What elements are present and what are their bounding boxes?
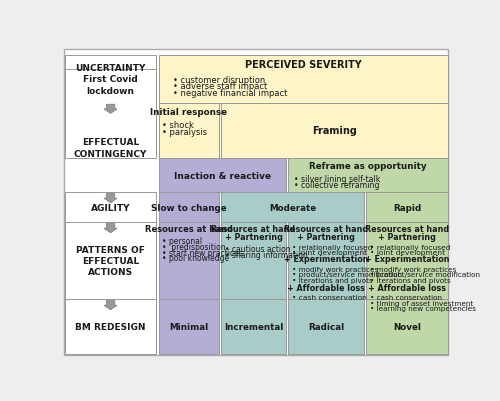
Text: • cash conservation: • cash conservation xyxy=(292,295,367,301)
Text: Framing: Framing xyxy=(312,126,357,136)
Text: • collective reframing: • collective reframing xyxy=(294,181,380,190)
Bar xyxy=(65,299,156,354)
Polygon shape xyxy=(104,105,117,114)
Bar xyxy=(158,56,448,103)
Text: Inaction & reactive: Inaction & reactive xyxy=(174,171,270,180)
Text: + Partnering: + Partnering xyxy=(378,233,436,241)
Text: AGILITY: AGILITY xyxy=(91,203,130,212)
Bar xyxy=(222,299,286,354)
Text: • silver lining self-talk: • silver lining self-talk xyxy=(294,175,380,184)
Text: + Affordable loss: + Affordable loss xyxy=(287,283,365,292)
Bar xyxy=(288,223,364,299)
Text: PERCEIVED SEVERITY: PERCEIVED SEVERITY xyxy=(245,60,362,70)
Bar xyxy=(158,223,219,299)
Bar xyxy=(158,159,286,192)
Bar xyxy=(65,70,156,159)
Bar xyxy=(158,103,219,159)
Text: • relationally focused: • relationally focused xyxy=(292,244,372,250)
Bar xyxy=(65,223,156,299)
Polygon shape xyxy=(104,224,117,233)
Text: •  predisposition: • predisposition xyxy=(162,242,226,251)
Text: Minimal: Minimal xyxy=(169,322,208,331)
Text: • iterations and pivots: • iterations and pivots xyxy=(292,277,372,283)
Text: Resources at hand: Resources at hand xyxy=(212,225,296,234)
Text: • cautious action: • cautious action xyxy=(225,245,291,254)
Bar xyxy=(288,299,364,354)
Bar xyxy=(222,103,448,159)
Text: • paralysis: • paralysis xyxy=(162,128,208,136)
Text: Resources at hand: Resources at hand xyxy=(145,225,233,234)
Text: • personal: • personal xyxy=(162,236,202,245)
Text: • learning new competencies: • learning new competencies xyxy=(370,306,476,312)
Bar xyxy=(366,223,448,299)
Bar xyxy=(222,223,286,299)
Bar xyxy=(222,192,364,223)
Text: Radical: Radical xyxy=(308,322,344,331)
Text: • sharing information: • sharing information xyxy=(225,251,308,259)
Text: • joint development: • joint development xyxy=(370,250,446,256)
Text: Slow to change: Slow to change xyxy=(151,203,226,212)
Text: Moderate: Moderate xyxy=(269,203,316,212)
Bar xyxy=(65,56,156,103)
Text: • modify work practices: • modify work practices xyxy=(292,266,378,272)
Text: Resources at hand: Resources at hand xyxy=(284,225,368,234)
Bar xyxy=(65,192,156,223)
Text: • iterations and pivots: • iterations and pivots xyxy=(370,277,451,283)
Polygon shape xyxy=(104,194,117,203)
Text: Resources at hand: Resources at hand xyxy=(365,225,449,234)
Text: • relationally focused: • relationally focused xyxy=(370,244,450,250)
Bar xyxy=(366,192,448,223)
Text: • pool knowledge: • pool knowledge xyxy=(162,254,230,263)
Text: Rapid: Rapid xyxy=(393,203,421,212)
Text: • shock: • shock xyxy=(162,121,194,130)
Text: + Experimentation: + Experimentation xyxy=(284,255,368,264)
Text: PATTERNS OF
EFFECTUAL
ACTIONS: PATTERNS OF EFFECTUAL ACTIONS xyxy=(76,245,145,277)
Text: • timing of asset investment: • timing of asset investment xyxy=(370,300,474,306)
Text: BM REDESIGN: BM REDESIGN xyxy=(76,322,146,331)
Text: EFFECTUAL
CONTINGENCY: EFFECTUAL CONTINGENCY xyxy=(74,138,147,158)
Text: • joint development: • joint development xyxy=(292,250,367,256)
Text: + Affordable loss: + Affordable loss xyxy=(368,283,446,292)
Text: • product/service modification: • product/service modification xyxy=(292,272,402,278)
Text: • product/service modification: • product/service modification xyxy=(370,272,480,278)
Text: • start new practices: • start new practices xyxy=(162,248,243,257)
Bar xyxy=(158,299,219,354)
Bar xyxy=(158,192,219,223)
Text: + Partnering: + Partnering xyxy=(297,233,355,241)
Text: • negative financial impact: • negative financial impact xyxy=(172,89,287,97)
Bar xyxy=(366,299,448,354)
Text: + Experimentation: + Experimentation xyxy=(364,255,449,264)
Bar xyxy=(288,159,448,192)
Text: • adverse staff impact: • adverse staff impact xyxy=(172,82,267,91)
Text: Incremental: Incremental xyxy=(224,322,283,331)
Text: Novel: Novel xyxy=(393,322,421,331)
Text: • cash conservation: • cash conservation xyxy=(370,295,442,301)
Text: Reframe as opportunity: Reframe as opportunity xyxy=(309,162,426,171)
Text: Initial response: Initial response xyxy=(150,108,228,117)
Text: • customer disruption: • customer disruption xyxy=(172,76,265,85)
Text: + Partnering: + Partnering xyxy=(224,233,282,241)
Text: UNCERTAINTY
First Covid
lockdown: UNCERTAINTY First Covid lockdown xyxy=(76,64,146,95)
Polygon shape xyxy=(104,301,117,310)
Text: • modify work practices: • modify work practices xyxy=(370,266,456,272)
